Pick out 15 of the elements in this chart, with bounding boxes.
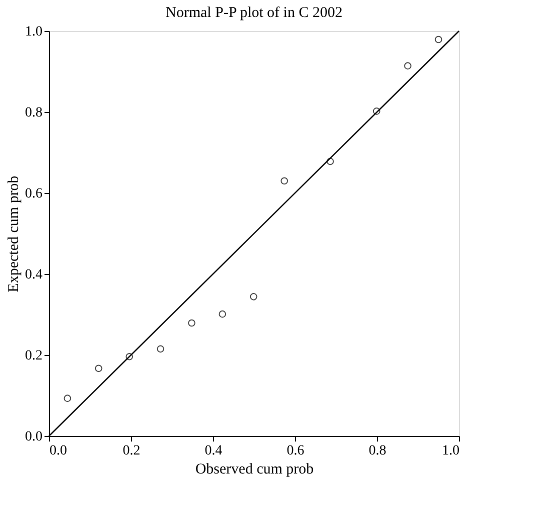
x-tick-label: 0.2 xyxy=(122,444,140,458)
x-tick-label: 0.4 xyxy=(204,444,222,458)
y-tick-label: 0.4 xyxy=(25,268,42,282)
chart-title: Normal P-P plot of in C 2002 xyxy=(166,5,342,21)
y-tick-label: 0.0 xyxy=(25,430,42,444)
x-tick-label: 0.6 xyxy=(286,444,304,458)
x-tick-label: 0.8 xyxy=(368,444,386,458)
y-tick-label: 0.6 xyxy=(25,186,42,202)
x-axis-title: Observed cum prob xyxy=(195,462,314,478)
y-tick-label: 0.2 xyxy=(25,348,42,364)
y-axis-title: Expected cum prob xyxy=(6,176,22,292)
x-tick-label: 1.0 xyxy=(442,444,460,458)
y-tick-label: 1.0 xyxy=(25,24,42,40)
y-tick-label: 0.8 xyxy=(25,106,42,120)
x-tick-label: 0.0 xyxy=(50,444,67,458)
